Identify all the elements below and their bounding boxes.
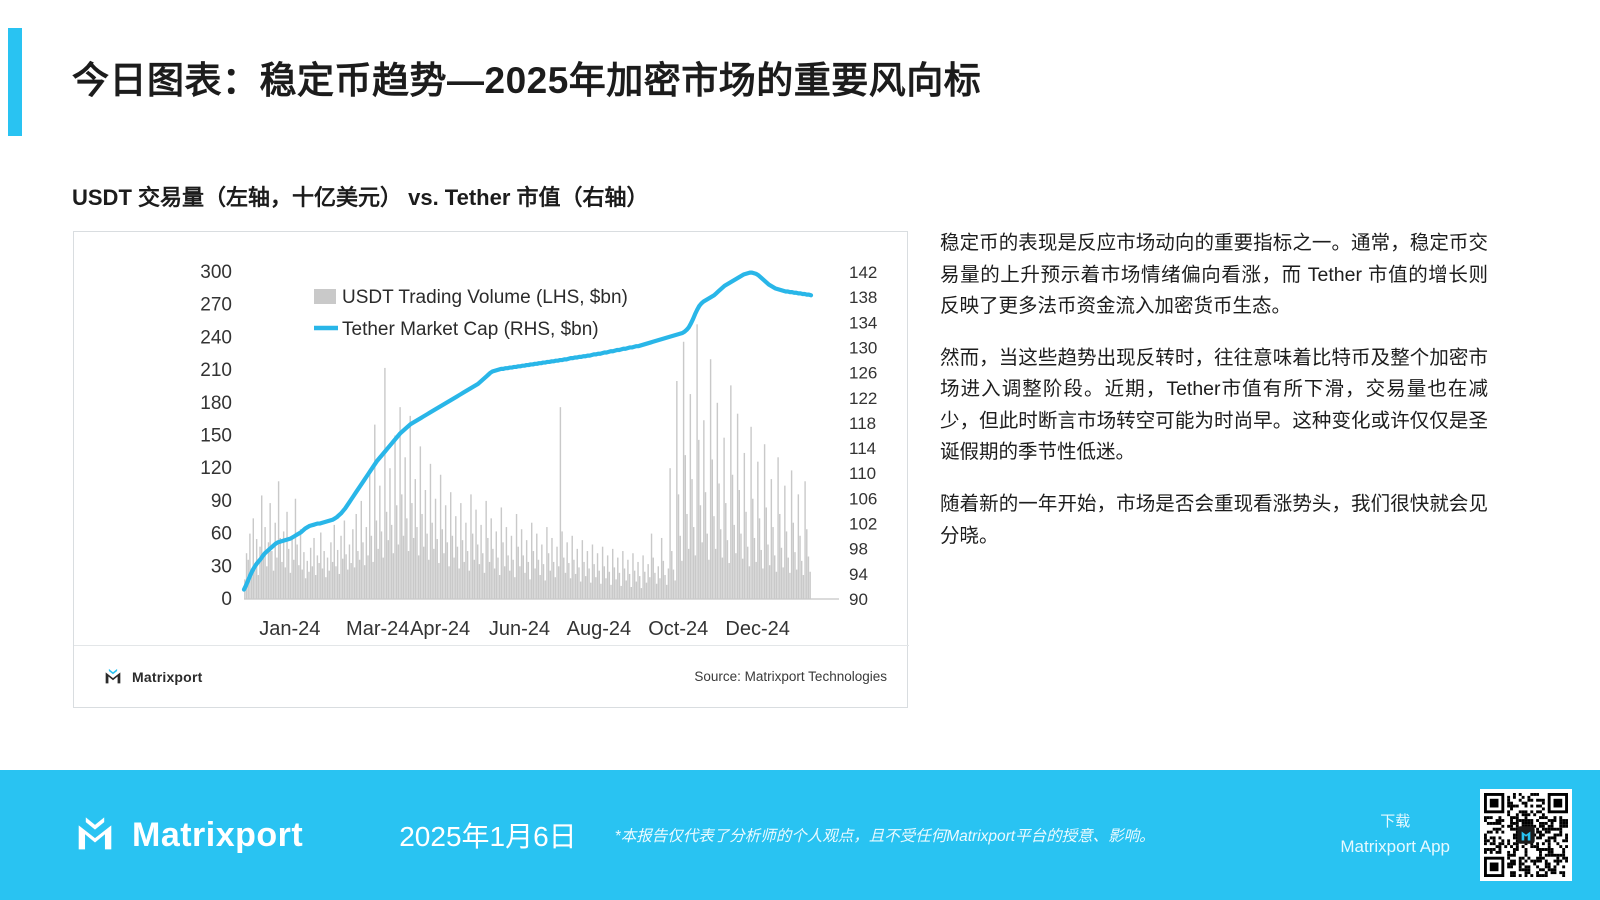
chart-brand: Matrixport (102, 666, 202, 688)
svg-text:Tether Market Cap (RHS, $bn): Tether Market Cap (RHS, $bn) (342, 319, 599, 340)
chart-plot-area: 0 30 60 90 120 150 180 210 240 270 300 90 94 98 102 106… (74, 232, 909, 642)
chart-subtitle: USDT 交易量（左轴，十亿美元） vs. Tether 市值（右轴） (72, 185, 649, 210)
qr-code[interactable] (1480, 789, 1572, 881)
bar-series (244, 324, 811, 599)
commentary-paragraph-2: 然而，当这些趋势出现反转时，往往意味着比特币及整个加密市场进入调整阶段。近期，T… (940, 346, 1488, 464)
commentary-paragraph-1: 稳定币的表现是反应市场动向的重要指标之一。通常，稳定币交易量的上升预示着市场情绪… (940, 232, 1488, 318)
svg-text:126: 126 (849, 364, 877, 383)
svg-text:90: 90 (849, 590, 868, 609)
svg-text:USDT Trading Volume (LHS, $bn): USDT Trading Volume (LHS, $bn) (342, 287, 628, 308)
svg-text:Mar-24: Mar-24 (346, 618, 409, 640)
svg-text:270: 270 (200, 295, 232, 316)
footer-logo: Matrixport (72, 812, 303, 858)
svg-text:106: 106 (849, 489, 877, 508)
line-series (241, 270, 814, 592)
svg-text:118: 118 (849, 414, 876, 433)
chart-brand-label: Matrixport (132, 668, 203, 685)
svg-text:Apr-24: Apr-24 (410, 618, 470, 640)
svg-text:138: 138 (849, 288, 877, 307)
footer-app-download: 下载 Matrixport App (1340, 811, 1450, 859)
svg-text:134: 134 (849, 313, 877, 332)
combo-chart: 0 30 60 90 120 150 180 210 240 270 300 90 94 98 102 106… (200, 262, 877, 640)
svg-text:120: 120 (200, 458, 232, 479)
svg-text:Oct-24: Oct-24 (648, 618, 708, 640)
commentary-panel: 稳定币的表现是反应市场动向的重要指标之一。通常，稳定币交易量的上升预示着市场情绪… (940, 228, 1488, 552)
svg-text:110: 110 (849, 464, 876, 483)
page-title: 今日图表：稳定币趋势—2025年加密市场的重要风向标 (72, 60, 982, 101)
chart-card: 0 30 60 90 120 150 180 210 240 270 300 90 94 98 102 106… (73, 231, 909, 708)
svg-text:114: 114 (849, 439, 876, 458)
svg-text:Aug-24: Aug-24 (567, 618, 632, 640)
svg-text:122: 122 (849, 389, 877, 408)
chart-source-label: Source: Matrixport Technologies (694, 669, 887, 684)
footer-date: 2025年1月6日 (399, 821, 577, 852)
svg-text:Jun-24: Jun-24 (489, 618, 550, 640)
footer-disclaimer: *本报告仅代表了分析师的个人观点，且不受任何Matrixport平台的授意、影响… (614, 828, 1155, 845)
qr-code-image (1484, 793, 1568, 877)
svg-text:240: 240 (200, 327, 232, 348)
svg-text:98: 98 (849, 540, 868, 559)
svg-text:30: 30 (211, 556, 232, 577)
svg-text:210: 210 (200, 360, 232, 381)
svg-text:102: 102 (849, 515, 877, 534)
commentary-paragraph-3: 随着新的一年开始，市场是否会重现看涨势头，我们很快就会见分晓。 (940, 493, 1488, 547)
svg-text:300: 300 (200, 262, 232, 283)
footer-brand-label: Matrixport (132, 815, 304, 854)
matrixport-logo-icon (105, 668, 121, 683)
header-accent-bar (8, 28, 22, 136)
footer-app-line1: 下载 (1380, 813, 1411, 830)
matrixport-logo-icon (78, 817, 112, 850)
svg-text:94: 94 (849, 565, 868, 584)
footer-band: Matrixport 2025年1月6日 *本报告仅代表了分析师的个人观点，且不… (0, 770, 1600, 900)
svg-text:0: 0 (221, 589, 232, 610)
svg-text:90: 90 (211, 491, 232, 512)
svg-text:150: 150 (200, 426, 232, 447)
svg-text:60: 60 (211, 524, 232, 545)
chart-legend: USDT Trading Volume (LHS, $bn) Tether Mar… (314, 287, 628, 340)
svg-text:Dec-24: Dec-24 (725, 618, 789, 640)
svg-text:180: 180 (200, 393, 232, 414)
footer-app-line2: Matrixport App (1340, 836, 1450, 856)
svg-text:130: 130 (849, 338, 877, 357)
svg-text:Jan-24: Jan-24 (259, 618, 320, 640)
svg-text:142: 142 (849, 263, 877, 282)
chart-footer: Matrixport Source: Matrixport Technologi… (74, 645, 909, 707)
